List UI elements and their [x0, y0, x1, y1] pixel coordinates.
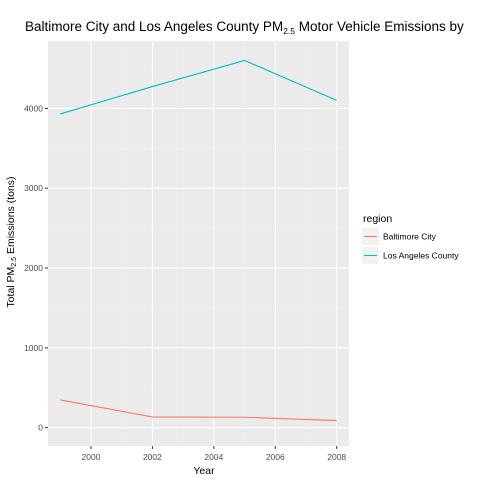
x-tick-label: 2006 — [266, 452, 285, 462]
y-axis: 0 1000 2000 3000 4000 — [24, 103, 48, 433]
x-axis: 2000 2002 2004 2006 2008 — [82, 446, 346, 462]
y-tick-label: 3000 — [24, 183, 43, 193]
y-tick-label: 2000 — [24, 263, 43, 273]
legend-label: Baltimore City — [383, 232, 437, 242]
plot-panel — [48, 41, 349, 446]
chart-title-main: Baltimore City and Los Angeles County PM — [25, 19, 283, 34]
x-tick-label: 2000 — [82, 452, 101, 462]
y-tick-label: 4000 — [24, 103, 43, 113]
chart-title-rest: Motor Vehicle Emissions by — [295, 19, 464, 34]
major-gridlines — [48, 41, 349, 446]
y-tick-label: 0 — [38, 423, 43, 433]
y-axis-title-rest: Emissions (tons) — [5, 176, 17, 257]
legend-label: Los Angeles County — [383, 251, 459, 261]
chart-title: Baltimore City and Los Angeles County PM… — [25, 19, 464, 36]
x-tick-label: 2008 — [327, 452, 346, 462]
y-axis-title-subscript: 2.5 — [11, 257, 18, 267]
y-axis-title: Total PM2.5 Emissions (tons) — [5, 176, 18, 307]
legend-item-los-angeles-county: Los Angeles County — [362, 247, 459, 264]
x-tick-label: 2002 — [143, 452, 162, 462]
x-axis-title: Year — [193, 465, 215, 477]
series-line-los-angeles-county — [60, 59, 337, 115]
x-tick-label: 2004 — [204, 452, 223, 462]
chart-title-subscript: 2.5 — [283, 26, 295, 36]
legend-item-baltimore-city: Baltimore City — [362, 228, 437, 245]
y-tick-label: 1000 — [24, 343, 43, 353]
legend: region Baltimore City Los Angeles County — [362, 213, 459, 264]
legend-title: region — [363, 213, 392, 225]
series-lines — [60, 59, 337, 422]
y-axis-title-main: Total PM — [5, 267, 17, 308]
series-line-baltimore-city — [60, 399, 337, 422]
